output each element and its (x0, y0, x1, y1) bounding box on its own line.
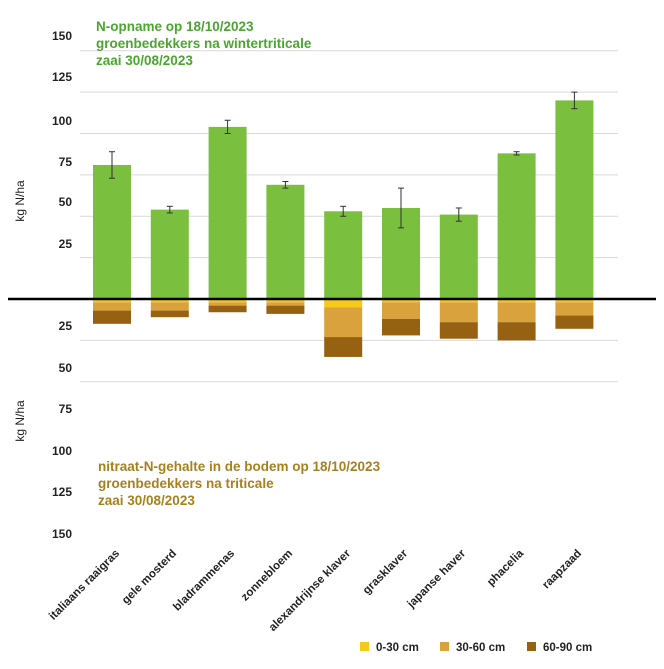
top-tick-label: 125 (52, 70, 72, 84)
category-label: raapzaad (540, 548, 584, 592)
bottom-y-axis-label: kg N/ha (13, 400, 27, 442)
top-title-line-1: N-opname op 18/10/2023 (96, 19, 254, 34)
top-tick-label: 75 (59, 155, 73, 169)
bar-nitrate-0-30cm (555, 299, 594, 303)
bar-nitrate-60-90cm (324, 337, 363, 357)
bottom-tick-label: 100 (52, 444, 72, 458)
bar-n-uptake (497, 153, 536, 299)
top-tick-label: 25 (59, 237, 73, 251)
top-tick-label: 100 (52, 114, 72, 128)
bar-nitrate-0-30cm (208, 299, 247, 303)
bottom-title-line-2: groenbedekkers na triticale (98, 476, 274, 491)
bar-n-uptake (266, 184, 305, 299)
legend: 0-30 cm 30-60 cm 60-90 cm (360, 642, 592, 654)
category-label: gele mosterd (120, 548, 179, 607)
error-bar (282, 180, 289, 189)
bar-nitrate-0-30cm (93, 299, 131, 303)
bottom-tick-label: 75 (59, 402, 73, 416)
bar-n-uptake (324, 211, 363, 299)
bar-nitrate-0-30cm (382, 299, 420, 303)
error-bar (398, 187, 404, 229)
legend-label-0-30: 0-30 cm (376, 642, 419, 654)
category-label: italiaans raaigras (47, 548, 122, 623)
top-bars (93, 91, 594, 300)
error-bar (166, 205, 173, 214)
error-bar (513, 151, 520, 156)
top-y-ticks: 150 125 100 75 50 25 (52, 29, 72, 251)
legend-label-30-60: 30-60 cm (456, 642, 505, 654)
legend-label-60-90: 60-90 cm (543, 642, 592, 654)
category-label: japanse haver (405, 547, 469, 611)
bar-nitrate-30-60cm (150, 302, 189, 311)
bar-nitrate-30-60cm (555, 302, 594, 316)
bottom-title-line-3: zaai 30/08/2023 (98, 493, 195, 508)
category-label: grasklaver (361, 547, 411, 597)
bar-nitrate-60-90cm (497, 322, 536, 341)
bar-n-uptake (93, 164, 131, 299)
bar-n-uptake (439, 214, 478, 299)
bottom-tick-label: 25 (59, 319, 73, 333)
category-label: zonnebloem (239, 548, 295, 604)
bar-nitrate-0-30cm (266, 299, 305, 303)
bar-nitrate-30-60cm (266, 302, 305, 306)
bottom-tick-label: 150 (52, 527, 72, 541)
legend-swatch-30-60 (440, 642, 449, 651)
bar-n-uptake (150, 209, 189, 299)
bottom-tick-label: 125 (52, 485, 72, 499)
bottom-y-ticks: 25 50 75 100 125 150 (52, 319, 72, 541)
error-bar (571, 91, 578, 110)
top-title-line-3: zaai 30/08/2023 (96, 53, 193, 68)
bar-nitrate-0-30cm (324, 299, 363, 308)
bar-nitrate-30-60cm (324, 307, 363, 338)
category-label: phacelia (485, 547, 526, 588)
top-y-axis-label: kg N/ha (13, 180, 27, 222)
error-bar (224, 119, 231, 134)
bar-n-uptake (555, 100, 594, 300)
bottom-title-line-1: nitraat-N-gehalte in de bodem op 18/10/2… (98, 459, 381, 474)
bar-nitrate-60-90cm (382, 318, 420, 336)
bar-nitrate-60-90cm (439, 322, 478, 339)
bar-nitrate-0-30cm (150, 299, 189, 303)
bar-nitrate-60-90cm (93, 310, 131, 324)
bar-nitrate-30-60cm (208, 302, 247, 306)
bar-nitrate-60-90cm (150, 310, 189, 318)
bar-nitrate-60-90cm (266, 305, 305, 314)
bottom-tick-label: 50 (59, 361, 73, 375)
bar-nitrate-0-30cm (439, 299, 478, 303)
top-title-line-2: groenbedekkers na wintertriticale (96, 36, 312, 51)
bar-nitrate-30-60cm (93, 302, 131, 311)
category-labels: italiaans raaigras gele mosterd bladramm… (47, 547, 584, 634)
legend-swatch-0-30 (360, 642, 369, 651)
bar-n-uptake (208, 126, 247, 299)
bar-nitrate-60-90cm (208, 305, 247, 313)
legend-swatch-60-90 (527, 642, 536, 651)
bar-nitrate-30-60cm (497, 302, 536, 323)
bar-nitrate-30-60cm (439, 302, 478, 323)
bar-nitrate-60-90cm (555, 315, 594, 329)
error-bar (340, 205, 347, 217)
top-tick-label: 150 (52, 29, 72, 43)
error-bar (455, 207, 462, 222)
category-label: bladrammenas (171, 548, 237, 614)
bar-nitrate-0-30cm (497, 299, 536, 303)
top-tick-label: 50 (59, 195, 73, 209)
error-bar (109, 151, 115, 179)
bar-nitrate-30-60cm (382, 302, 420, 319)
bottom-bars (93, 299, 594, 357)
